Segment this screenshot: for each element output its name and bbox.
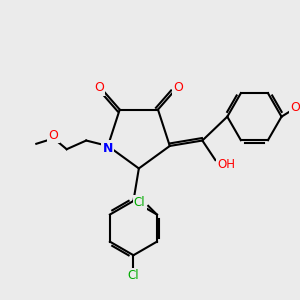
Text: N: N [103,142,113,154]
Text: O: O [94,81,104,94]
Text: OH: OH [217,158,235,171]
Text: Cl: Cl [128,269,139,282]
Text: O: O [49,129,58,142]
Text: Cl: Cl [134,196,146,209]
Text: O: O [174,81,184,94]
Text: O: O [291,101,300,115]
